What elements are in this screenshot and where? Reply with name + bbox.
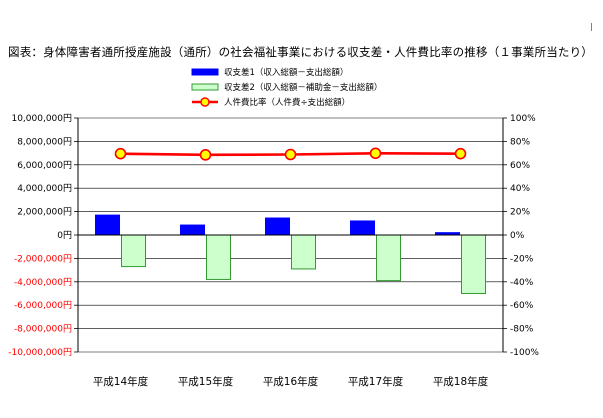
legend-swatch xyxy=(191,68,219,76)
grid-lines xyxy=(78,117,503,353)
x-tick-label: 平成17年度 xyxy=(348,375,404,388)
x-tick-label: 平成14年度 xyxy=(93,375,149,388)
legend: 収支差1（収入総額－支出総額） 収支差2（収入総額－補助金－支出総額） 人件費比率（… xyxy=(191,67,382,108)
bar-balance-2 xyxy=(461,234,486,294)
axes: 10,000,000円 8,000,000円 6,000,000円 4,000,000… xyxy=(8,113,539,388)
right-tick-label: -100% xyxy=(510,348,539,358)
bar-balance-1 xyxy=(265,217,290,236)
left-tick-label: 4,000,000円 xyxy=(17,183,72,194)
x-tick-label: 平成16年度 xyxy=(263,375,319,388)
ratio-point xyxy=(199,149,212,161)
left-tick-label: -2,000,000円 xyxy=(14,253,72,264)
x-tick-label: 平成18年度 xyxy=(433,375,489,388)
bars xyxy=(95,214,486,294)
bar-balance-1 xyxy=(180,224,205,236)
page-mark: | xyxy=(590,22,593,31)
right-tick-label: 60% xyxy=(510,161,530,171)
bar-balance-2 xyxy=(376,234,401,282)
x-tick-label: 平成15年度 xyxy=(178,375,234,388)
left-tick-label: 0円 xyxy=(57,230,72,241)
ratio-point xyxy=(369,147,382,160)
legend-label: 収支差1（収入総額－支出総額） xyxy=(224,67,348,78)
left-tick-label: 8,000,000円 xyxy=(17,136,72,147)
left-tick-label: -8,000,000円 xyxy=(14,324,72,335)
right-tick-label: 40% xyxy=(510,184,530,194)
ratio-point xyxy=(454,147,467,160)
right-tick-label: 0% xyxy=(510,231,525,241)
left-tick-label: -4,000,000円 xyxy=(14,277,72,288)
right-tick-label: -20% xyxy=(510,254,534,264)
legend-swatch xyxy=(191,83,219,91)
left-tick-label: 10,000,000円 xyxy=(11,113,72,124)
left-tick-label: 6,000,000円 xyxy=(17,160,72,171)
ratio-point xyxy=(284,148,297,161)
left-tick-label: -10,000,000円 xyxy=(8,347,72,358)
bar-balance-2 xyxy=(206,234,231,280)
ratio-line xyxy=(114,147,467,161)
right-tick-label: -60% xyxy=(510,301,534,311)
bar-balance-2 xyxy=(291,234,316,270)
bar-balance-2 xyxy=(121,234,146,268)
left-tick-label: 2,000,000円 xyxy=(17,207,72,218)
right-tick-label: -80% xyxy=(510,325,534,335)
legend-marker xyxy=(200,97,210,107)
bar-balance-1 xyxy=(350,220,375,236)
right-tick-label: 20% xyxy=(510,208,530,218)
bar-balance-1 xyxy=(95,214,120,236)
right-tick-label: -40% xyxy=(510,278,534,288)
figure-title: 図表：身体障害者通所授産施設（通所）の社会福祉事業における収支差・人件費比率の推… xyxy=(8,45,593,59)
right-tick-label: 100% xyxy=(510,114,536,124)
left-tick-label: -6,000,000円 xyxy=(14,300,72,311)
legend-label: 収支差2（収入総額－補助金－支出総額） xyxy=(224,82,382,93)
legend-label: 人件費比率（人件費÷支出総額） xyxy=(224,97,350,108)
right-tick-label: 80% xyxy=(510,137,530,147)
ratio-point xyxy=(114,147,127,160)
